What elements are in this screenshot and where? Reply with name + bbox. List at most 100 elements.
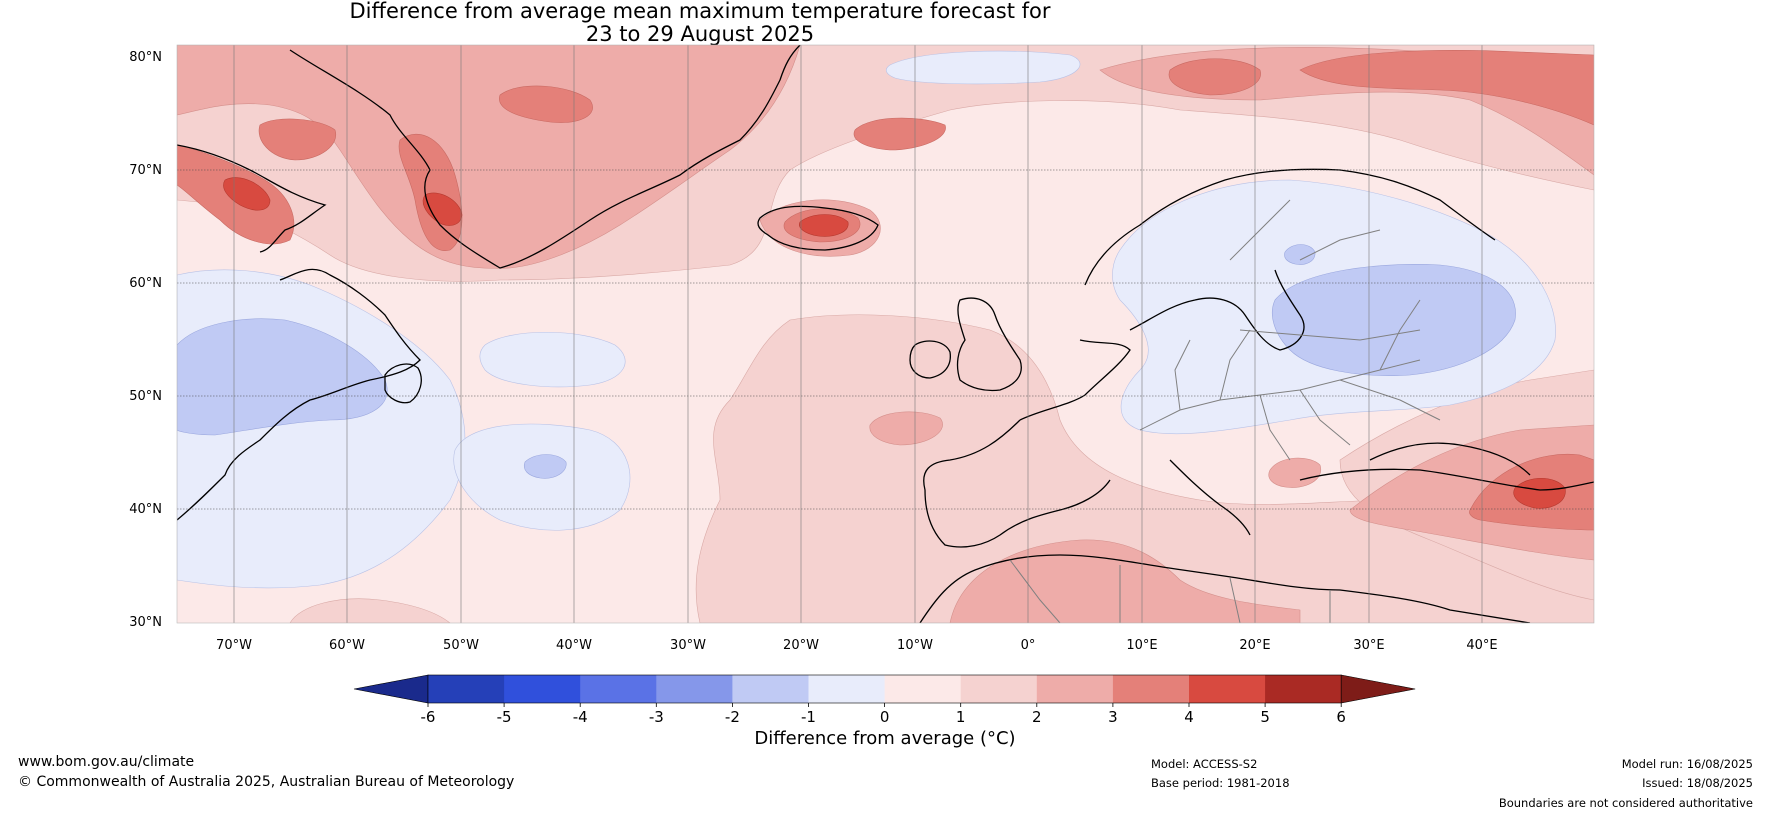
anomaly-field-3-to-4-greenland-north — [499, 85, 593, 123]
lon-label-10e: 10°E — [1126, 638, 1157, 653]
colorbar-tick-label: -5 — [497, 708, 512, 726]
footer-issued: Issued: 18/08/2025 — [1642, 776, 1753, 790]
lat-label-60n: 60°N — [129, 276, 162, 291]
lon-label-50w: 50°W — [443, 638, 479, 653]
colorbar-segment — [884, 675, 962, 703]
coastline-north-africa — [919, 554, 1531, 623]
colorbar-tick-label: 0 — [880, 708, 890, 726]
coastline-turkey — [1299, 468, 1594, 491]
colorbar-tick-label: -1 — [801, 708, 816, 726]
lat-label-70n: 70°N — [129, 163, 162, 178]
coastline-north-coast-europe — [1019, 339, 1131, 421]
colorbar-tick-label: 6 — [1336, 708, 1346, 726]
anomaly-field-3-to-4-svalbard — [1168, 58, 1261, 96]
colorbar-extend-high — [1340, 674, 1416, 704]
footer-disclaimer: Boundaries are not considered authoritat… — [1498, 796, 1753, 810]
title-line-2: 23 to 29 August 2025 — [585, 22, 815, 46]
colorbar-tick-label: 1 — [956, 708, 966, 726]
colorbar-tick-label: 3 — [1108, 708, 1118, 726]
coastline-iberia — [923, 419, 1111, 548]
coastline-newfoundland — [384, 363, 422, 404]
lat-label-80n: 80°N — [129, 50, 162, 65]
lon-label-0: 0° — [1021, 638, 1036, 653]
lat-label-30n: 30°N — [129, 615, 162, 630]
coastline-labrador — [177, 268, 421, 521]
border-lines-europe — [1139, 199, 1441, 461]
colorbar-tick-label: 4 — [1184, 708, 1194, 726]
lon-label-40e: 40°E — [1466, 638, 1497, 653]
border-lines-north-africa — [1009, 559, 1331, 623]
lat-label-50n: 50°N — [129, 389, 162, 404]
colorbar-segment — [1265, 675, 1342, 703]
lon-label-10w: 10°W — [897, 638, 933, 653]
lat-label-40n: 40°N — [129, 502, 162, 517]
colorbar-segment — [428, 675, 505, 703]
footer-model: Model: ACCESS-S2 — [1151, 757, 1258, 771]
colorbar-segment — [656, 675, 733, 703]
colorbar-segment — [580, 675, 657, 703]
colorbar-segment — [808, 675, 886, 703]
lon-label-30e: 30°E — [1353, 638, 1384, 653]
lon-label-20e: 20°E — [1239, 638, 1270, 653]
anomaly-field-minus1-to-0-arctic — [886, 50, 1081, 85]
lon-label-30w: 30°W — [670, 638, 706, 653]
lon-label-20w: 20°W — [783, 638, 819, 653]
coastline-ireland — [909, 340, 951, 379]
graticule — [177, 169, 1594, 510]
anomaly-field-4-to-5-iceland — [799, 214, 849, 237]
lon-label-40w: 40°W — [556, 638, 592, 653]
anomaly-field-minus1-to-0-mid-atlantic — [479, 331, 626, 388]
map-frame — [176, 44, 1595, 624]
colorbar-tick-label: 5 — [1260, 708, 1270, 726]
colorbar-segment — [1036, 675, 1114, 703]
longitude-labels: 70°W 60°W 50°W 40°W 30°W 20°W 10°W 0° 10… — [216, 638, 1498, 653]
colorbar-tick-label: 2 — [1032, 708, 1042, 726]
country-borders — [1009, 199, 1441, 623]
anomaly-field-3-to-4-barents — [1299, 50, 1594, 126]
latitude-labels: 80°N 70°N 60°N 50°N 40°N 30°N — [129, 50, 162, 630]
anomaly-field-2-to-3-biscay — [869, 411, 943, 446]
lon-label-70w: 70°W — [216, 638, 252, 653]
graticule-meridians — [233, 45, 1483, 623]
anomaly-field-minus2-to-minus1-azores — [523, 454, 567, 479]
footer-site: www.bom.gov.au/climate — [18, 754, 195, 770]
coastlines — [177, 45, 1594, 623]
colorbar-tick-label: -3 — [649, 708, 664, 726]
colorbar-tick-label: -6 — [421, 708, 436, 726]
map-title: Difference from average mean maximum tem… — [0, 0, 1400, 46]
title-line-1: Difference from average mean maximum tem… — [349, 0, 1051, 23]
colorbar-label: Difference from average (°C) — [754, 728, 1016, 749]
colorbar-segment — [1112, 675, 1190, 703]
anomaly-field-1-to-2-south — [289, 598, 451, 623]
anomaly-field-3-to-4-baffin-north — [258, 118, 337, 161]
coastline-greenland — [289, 45, 801, 269]
colorbar-extend-low — [353, 674, 429, 704]
colorbar-segment — [504, 675, 581, 703]
anomaly-field-2-to-3-greenland — [177, 45, 801, 269]
anomaly-field-minus2-to-minus1-baltic — [1271, 264, 1516, 376]
anomaly-field-2-to-3-africa — [949, 539, 1301, 623]
footer-model-run: Model run: 16/08/2025 — [1621, 757, 1753, 771]
colorbar-segment — [1189, 675, 1266, 703]
anomaly-field-minus2-to-minus1-labrador — [177, 318, 388, 436]
anomaly-field-2-to-3-balkans — [1268, 457, 1322, 488]
colorbar: -6 -5 -4 -3 -2 -1 0 1 2 3 4 5 6 — [353, 674, 1416, 726]
coastline-baffin-island — [177, 144, 327, 253]
coastline-black-sea — [1369, 442, 1531, 476]
colorbar-segment — [960, 675, 1038, 703]
anomaly-field-4-to-5-caucasus — [1513, 477, 1566, 509]
colorbar-tick-label: -2 — [725, 708, 740, 726]
colorbar-tick-label: -4 — [573, 708, 588, 726]
coastline-italy — [1169, 459, 1251, 536]
coastline-great-britain — [956, 297, 1022, 392]
coastline-norway-sweden — [1084, 168, 1496, 286]
colorbar-segment — [732, 675, 809, 703]
anomaly-field-3-to-4-norwegian-sea — [853, 117, 946, 151]
anomaly-field-minus2-to-minus1-finland — [1284, 244, 1316, 265]
coastline-iceland — [757, 205, 879, 251]
anomaly-field-4-to-5-baffin — [223, 177, 271, 211]
anomaly-field-4-to-5-greenland — [422, 192, 463, 226]
footer-base-period: Base period: 1981-2018 — [1151, 776, 1290, 790]
lon-label-60w: 60°W — [329, 638, 365, 653]
